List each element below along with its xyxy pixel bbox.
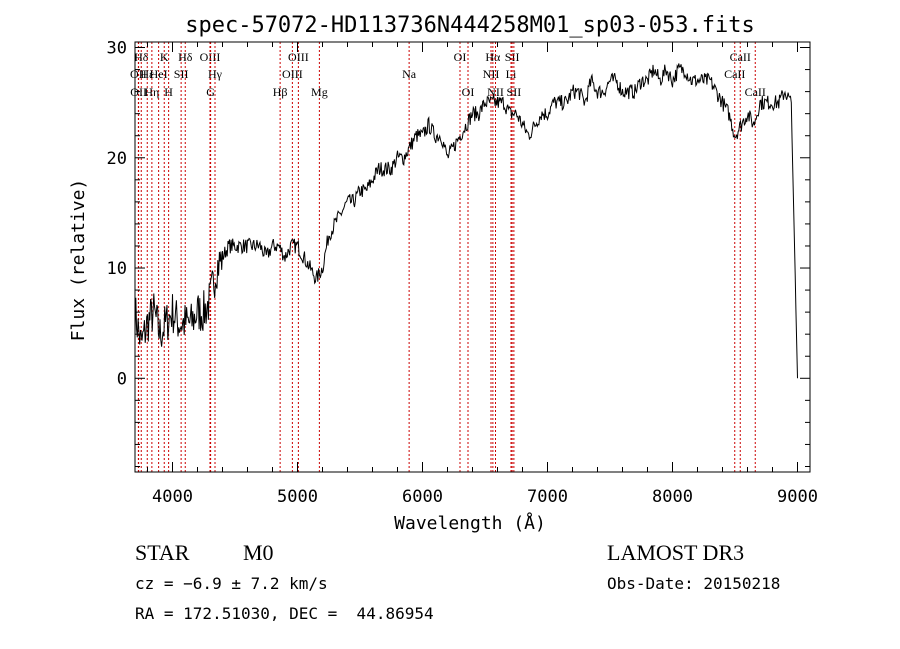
- line-marker-label-9: Hδ: [178, 50, 193, 64]
- y-tick-label: 20: [107, 149, 127, 169]
- line-marker-label-5: K: [160, 50, 169, 64]
- line-marker-label-11: Hγ: [208, 67, 223, 81]
- observation-date: Obs-Date: 20150218: [607, 574, 781, 593]
- x-tick-label: 5000: [277, 487, 318, 507]
- line-marker-label-25: SII: [507, 85, 522, 99]
- line-marker-label-28: CaII: [745, 85, 766, 99]
- y-tick-label: 30: [107, 39, 127, 59]
- line-marker-label-23: Li: [506, 67, 517, 81]
- line-marker-label-6: HeI: [150, 67, 168, 81]
- axes: 4000 5000 6000 7000 8000 9000 0 10 20 30: [107, 39, 818, 507]
- line-marker-label-13: Hβ: [273, 85, 288, 99]
- y-axis-label: Flux (relative): [68, 179, 89, 342]
- x-tick-label: 9000: [777, 487, 818, 507]
- x-tick-label: 7000: [527, 487, 568, 507]
- line-marker-label-0: Hδ: [134, 50, 149, 64]
- sky-coordinates: RA = 172.51030, DEC = 44.86954: [135, 604, 434, 623]
- plot-frame: [134, 41, 811, 473]
- line-marker-label-16: Mg: [311, 85, 328, 99]
- line-marker-label-3: Hε: [140, 67, 154, 81]
- spectrum-line: [134, 63, 798, 379]
- redshift-velocity: cz = −6.9 ± 7.2 km/s: [135, 574, 328, 593]
- object-class: STAR: [135, 540, 190, 565]
- x-tick-label: 4000: [152, 487, 193, 507]
- line-marker-label-22: NII: [483, 67, 500, 81]
- line-marker-label-10: OIII: [200, 50, 221, 64]
- line-marker-label-14: OIII: [288, 50, 309, 64]
- x-axis-label: Wavelength (Å): [394, 512, 546, 534]
- line-marker-label-15: OIII: [282, 67, 303, 81]
- line-marker-label-19: OI: [462, 85, 475, 99]
- line-marker-label-18: OI: [454, 50, 467, 64]
- line-marker-label-17: Na: [402, 67, 417, 81]
- chart-title: spec-57072-HD113736N444258M01_sp03-053.f…: [185, 13, 755, 38]
- line-marker-label-8: SII: [174, 67, 189, 81]
- object-subclass: M0: [243, 540, 274, 565]
- line-marker-label-21: SII: [505, 50, 520, 64]
- line-marker-label-20: Hα: [485, 50, 501, 64]
- line-marker-label-7: H: [164, 85, 173, 99]
- line-marker-label-12: G: [206, 85, 215, 99]
- y-tick-label: 10: [107, 259, 127, 279]
- y-tick-label: 0: [117, 369, 127, 389]
- x-tick-label: 6000: [402, 487, 443, 507]
- line-marker-label-24: NII: [487, 85, 504, 99]
- line-marker-label-26: CaII: [730, 50, 751, 64]
- x-tick-label: 8000: [652, 487, 693, 507]
- survey-release: LAMOST DR3: [607, 540, 745, 565]
- line-marker-label-4: Hη: [144, 85, 159, 99]
- line-marker-label-27: CaII: [724, 67, 745, 81]
